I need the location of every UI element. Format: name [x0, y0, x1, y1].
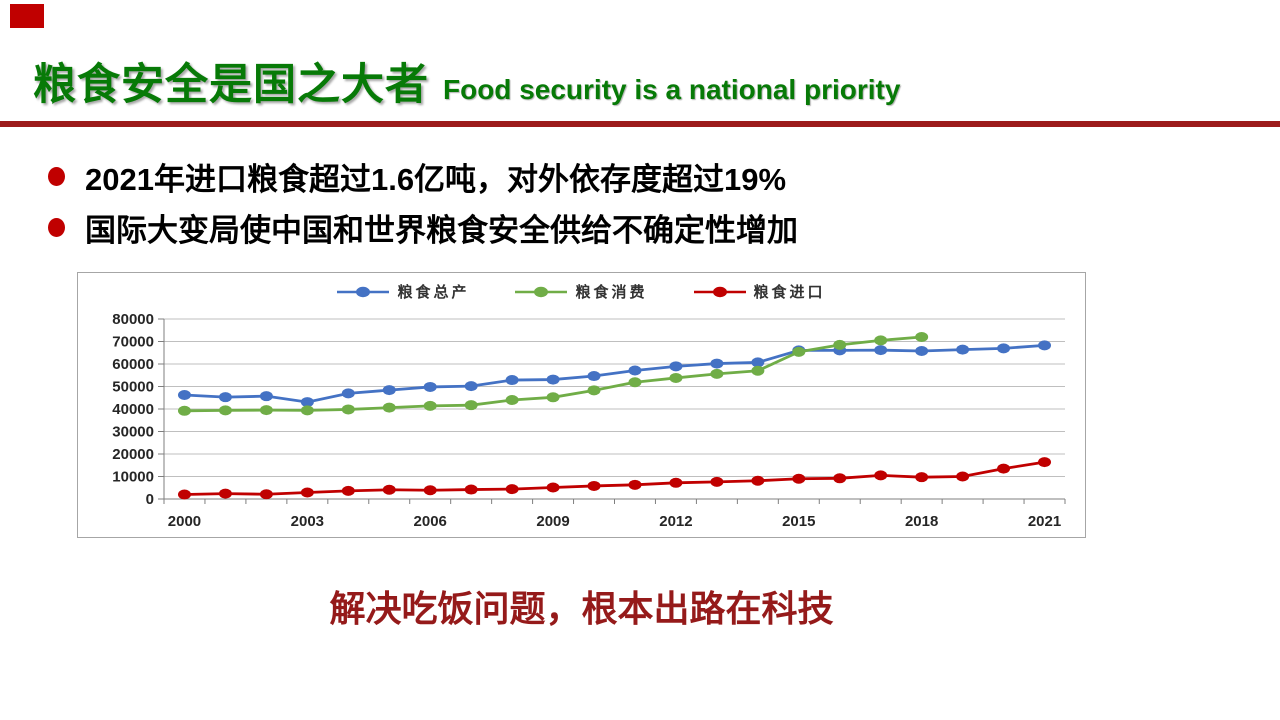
- grain-chart-plot: 0 10000 20000 30000 40000 50000 60000 70000 8000…: [112, 311, 1066, 530]
- svg-text:70000: 70000: [112, 334, 154, 351]
- svg-text:2015: 2015: [782, 513, 815, 530]
- svg-text:2009: 2009: [536, 513, 569, 530]
- svg-text:30000: 30000: [112, 424, 154, 441]
- line-marker-icon: [693, 286, 746, 297]
- list-item: 2021年进口粮食超过1.6亿吨，对外依存度超过19%: [48, 151, 1208, 202]
- svg-text:2006: 2006: [414, 513, 447, 530]
- line-marker-icon: [337, 286, 390, 297]
- bullet-text: 国际大变局使中国和世界粮食安全供给不确定性增加: [85, 213, 798, 248]
- svg-text:2003: 2003: [291, 513, 324, 530]
- svg-text:60000: 60000: [112, 356, 154, 373]
- svg-text:0: 0: [146, 491, 154, 508]
- bullet-dot-icon: [48, 218, 65, 237]
- bullet-text: 2021年进口粮食超过1.6亿吨，对外依存度超过19%: [85, 162, 787, 197]
- slide-header: 粮食安全是国之大者 Food security is a national pr…: [33, 50, 900, 112]
- svg-text:10000: 10000: [112, 469, 154, 486]
- slogan-text: 解决吃饭问题，根本出路在科技: [329, 588, 834, 629]
- svg-text:2021: 2021: [1028, 513, 1061, 530]
- svg-text:2018: 2018: [905, 513, 938, 530]
- svg-text:50000: 50000: [112, 379, 154, 396]
- header-divider: [0, 121, 1280, 127]
- svg-text:2012: 2012: [659, 513, 692, 530]
- legend-label: 粮食总产: [397, 284, 470, 301]
- svg-text:2000: 2000: [168, 513, 201, 530]
- page-title: 粮食安全是国之大者: [33, 61, 429, 109]
- legend-item-consumption: 粮食消费: [515, 281, 647, 302]
- legend-item-production: 粮食总产: [337, 281, 469, 302]
- legend-label: 粮食消费: [575, 284, 648, 301]
- svg-text:20000: 20000: [112, 446, 154, 463]
- grain-chart-panel: 0 10000 20000 30000 40000 50000 60000 70000 8000…: [77, 272, 1086, 538]
- list-item: 国际大变局使中国和世界粮食安全供给不确定性增加: [48, 202, 1208, 253]
- bullet-dot-icon: [48, 167, 65, 186]
- line-marker-icon: [515, 286, 568, 297]
- corner-accent-square: [10, 4, 44, 28]
- chart-legend: 粮食总产 粮食消费 粮食进口: [78, 281, 1085, 302]
- svg-text:40000: 40000: [112, 401, 154, 418]
- page-subtitle: Food security is a national priority: [443, 74, 901, 105]
- svg-text:80000: 80000: [112, 311, 154, 328]
- legend-label: 粮食进口: [753, 284, 826, 301]
- legend-item-import: 粮食进口: [693, 281, 826, 302]
- bullet-list: 2021年进口粮食超过1.6亿吨，对外依存度超过19% 国际大变局使中国和世界粮…: [48, 151, 1208, 253]
